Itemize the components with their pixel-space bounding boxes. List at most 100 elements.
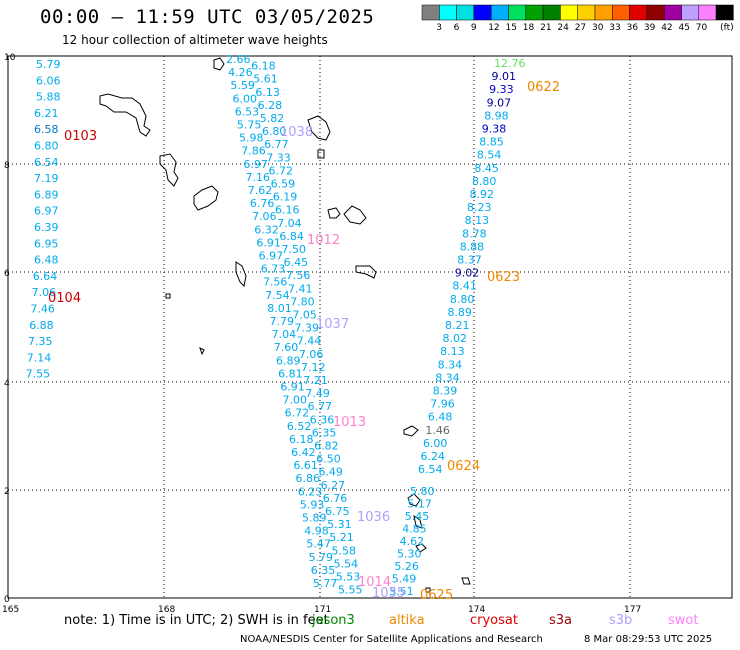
wave-height-value: 6.84 [279, 230, 304, 243]
wave-height-value: 4.85 [402, 523, 427, 536]
wave-height-value: 7.44 [297, 335, 322, 348]
wave-height-value: 6.75 [325, 505, 350, 518]
wave-height-value: 7.35 [28, 335, 53, 348]
wave-height-value: 7.46 [30, 303, 55, 316]
wave-height-value: 8.37 [457, 254, 482, 267]
wave-height-value: 5.31 [327, 518, 352, 531]
wave-height-value: 8.88 [460, 240, 485, 253]
wave-height-value: 6.39 [34, 221, 59, 234]
note-label: s3a [549, 613, 573, 628]
legend-swatch [508, 4, 527, 21]
wave-height-value: 5.47 [306, 538, 331, 551]
lon-tick-label: 168 [158, 605, 175, 615]
lat-tick-label: 2 [4, 487, 10, 497]
wave-height-value: 7.56 [286, 269, 311, 282]
wave-height-value: 7.33 [266, 151, 291, 164]
wave-height-value: 6.27 [321, 479, 346, 492]
wave-height-value: 7.96 [430, 398, 455, 411]
legend-label: 45 [679, 23, 690, 33]
legend-swatch [421, 4, 440, 21]
wave-height-value: 9.38 [482, 123, 507, 136]
legend-swatch [456, 4, 475, 21]
wave-height-value: 6.54 [418, 463, 443, 476]
wave-height-value: 7.49 [305, 387, 330, 400]
footer-credit: NOAA/NESDIS Center for Satellite Applica… [240, 634, 543, 645]
wave-height-value: 5.21 [329, 531, 354, 544]
legend-swatch [594, 4, 613, 21]
wave-height-value: 7.04 [272, 328, 297, 341]
wave-height-value: 8.34 [438, 358, 463, 371]
wave-height-value: 6.13 [255, 86, 280, 99]
wave-height-value: 5.49 [392, 573, 417, 586]
wave-height-value: 6.97 [259, 250, 284, 263]
island-outlines [99, 57, 471, 593]
wave-height-value: 6.80 [34, 140, 59, 153]
legend-label: 6 [454, 23, 460, 33]
legend-swatch [681, 4, 700, 21]
wave-height-value: 6.24 [421, 450, 446, 463]
legend-label: 42 [661, 23, 672, 33]
wave-height-value: 5.51 [389, 585, 414, 598]
lat-tick-label: 8 [4, 161, 10, 171]
wave-height-value: 4.62 [400, 535, 425, 548]
legend-label: 33 [609, 23, 620, 33]
legend-swatch [698, 4, 717, 21]
wave-height-value: 7.41 [288, 282, 313, 295]
wave-height-value: 6.91 [280, 381, 305, 394]
wave-height-value: 7.21 [303, 374, 328, 387]
wave-height-value: 6.91 [256, 236, 281, 249]
legend-label: 36 [627, 23, 639, 33]
wave-height-value: 8.13 [465, 214, 490, 227]
legend-label: 24 [557, 23, 569, 33]
wave-height-value: 8.23 [467, 201, 492, 214]
pass-id-label: 1035 [372, 586, 405, 601]
wave-height-value: 6.97 [243, 158, 268, 171]
wave-height-value: 5.30 [397, 548, 422, 561]
legend-label: 9 [471, 23, 477, 33]
wave-height-value: 6.80 [262, 125, 287, 138]
wave-height-value: 5.79 [36, 58, 61, 71]
wave-height-value: 1.46 [425, 424, 450, 437]
wave-height-value: 7.56 [263, 276, 288, 289]
wave-height-value: 6.50 [316, 453, 341, 466]
wave-height-value: 8.78 [462, 227, 487, 240]
wave-height-value: 7.05 [292, 308, 317, 321]
wave-height-value: 6.52 [287, 420, 312, 433]
page-title: 00:00 – 11:59 UTC 03/05/2025 [40, 6, 375, 28]
legend-swatch [629, 4, 648, 21]
legend-label: 3 [436, 23, 442, 33]
legend-swatch [473, 4, 492, 21]
wave-height-value: 7.60 [274, 341, 299, 354]
wave-height-value: 7.16 [246, 171, 270, 184]
wave-height-value: 6.18 [289, 433, 314, 446]
wave-height-value: 12.76 [494, 57, 526, 70]
wave-height-value: 6.58 [34, 123, 59, 136]
note-label: altika [389, 613, 425, 628]
lon-tick-label: 165 [2, 605, 19, 615]
pass-id-label: 0625 [420, 588, 453, 603]
wave-height-value: 8.41 [452, 280, 477, 293]
legend-swatch [439, 4, 457, 21]
wave-height-value: 9.02 [455, 267, 480, 280]
wave-height-value: 8.80 [472, 175, 497, 188]
wave-height-value: 6.48 [428, 411, 453, 424]
wave-height-value: 7.39 [295, 322, 320, 335]
lat-tick-label: 6 [4, 269, 10, 279]
wave-height-value: 8.89 [447, 306, 472, 319]
wave-height-value: 5.77 [313, 577, 338, 590]
legend-swatch [525, 4, 544, 21]
wave-height-value: 8.21 [445, 319, 470, 332]
wave-height-value: 5.53 [336, 570, 361, 583]
wave-height-value: 6.45 [284, 256, 309, 269]
lat-tick-label: 4 [4, 379, 10, 389]
note-label: jason3 [312, 613, 355, 628]
wave-height-value: 6.72 [268, 164, 293, 177]
wave-height-value: 4.26 [228, 66, 253, 79]
wave-height-value: 6.76 [250, 197, 275, 210]
map-frame [7, 55, 733, 599]
wave-height-value: 6.21 [34, 107, 59, 120]
wave-height-value: 5.88 [36, 91, 61, 104]
wave-height-value: 8.02 [443, 332, 468, 345]
legend-swatch [715, 4, 734, 21]
